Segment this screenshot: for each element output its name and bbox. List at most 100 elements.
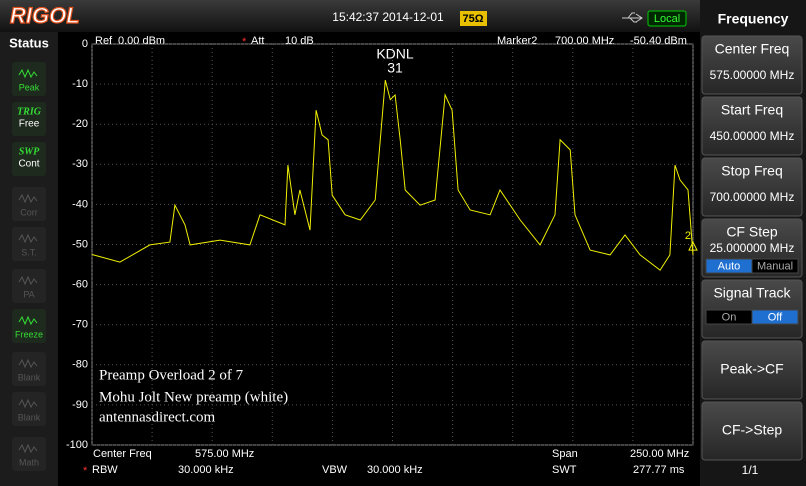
menu-button-label[interactable]: Signal Track [713,285,791,301]
status-item-bg [12,227,46,261]
status-item-bg [12,102,46,136]
menu-button-value[interactable]: 25.000000 MHz [710,241,795,255]
marker-label: Marker2 [497,35,537,47]
status-item-label: SWP [19,146,40,157]
menu-option-label[interactable]: On [722,311,737,323]
status-icon [18,233,38,244]
menu-option[interactable] [751,258,799,274]
y-tick-label: -100 [66,439,88,451]
rbw-flag: * [83,465,88,477]
menu-button-label[interactable]: Peak->CF [720,361,783,377]
menu-option-label[interactable]: Auto [718,260,741,272]
att-value: 10 dB [285,35,314,47]
att-flag: * [242,36,247,48]
status-item-bg [12,352,46,386]
menu-button-value[interactable]: 575.00000 MHz [710,68,795,82]
status-item-bg [12,62,46,96]
overlay-text: Preamp Overload 2 of 7 [99,367,244,383]
y-tick-label: -30 [72,158,88,170]
ref-label: Ref [95,35,113,47]
menu-button[interactable] [701,157,803,217]
menu-button-label[interactable]: Center Freq [715,41,790,57]
menu-button-value[interactable]: 450.00000 MHz [710,129,795,143]
status-icon [18,358,38,369]
status-item-label: S.T. [21,247,37,257]
marker-freq: 700.00 MHz [555,35,614,47]
y-tick-label: -70 [72,319,88,331]
status-item-label: Blank [18,412,41,422]
status-icon [18,443,38,454]
span-value: 250.00 MHz [630,448,689,460]
menu-button-value[interactable]: 700.00000 MHz [710,190,795,204]
overlay-text: antennasdirect.com [99,409,216,425]
status-item-label: Freeze [15,329,43,339]
status-icon [18,68,38,79]
local-badge [647,10,687,27]
marker [688,240,698,251]
center-value: 575.00 MHz [195,448,254,460]
menu-button[interactable] [701,35,803,95]
trace [91,79,694,271]
swt-value: 277.77 ms [633,464,685,476]
status-item-bg [12,269,46,303]
status-icon [18,275,38,286]
status-item-bg [12,142,46,176]
att-label: Att [251,35,264,47]
status-item-label: Corr [20,207,38,217]
logo: RIGOL [10,3,80,28]
impedance: 75Ω [462,13,483,25]
status-item-bg [12,309,46,343]
menu-button-label[interactable]: Start Freq [721,102,783,118]
menu-button[interactable] [701,401,803,461]
y-tick-label: -60 [72,279,88,291]
status-icon [18,398,38,409]
status-item-label: Peak [19,82,40,92]
status-title: Status [9,35,49,50]
rbw-value: 30.000 kHz [178,464,234,476]
marker-level: -50.40 dBm [630,35,687,47]
y-tick-label: -50 [72,238,88,250]
rbw-label: RBW [92,464,118,476]
y-tick-label: 0 [82,38,88,50]
menu-option[interactable] [751,309,799,325]
menu-button[interactable] [701,96,803,156]
status-item-bg [12,437,46,471]
status-item-value: Free [19,119,40,130]
marker-label: 2 [685,230,691,242]
mode: Local [654,13,680,25]
status-item-value: Cont [18,159,39,170]
y-tick-label: -10 [72,78,88,90]
swt-label: SWT [552,464,577,476]
status-icon [18,193,38,204]
menu-title: Frequency [718,11,789,27]
menu-option-label[interactable]: Off [768,311,783,323]
impedance-badge [460,11,487,26]
usb-icon [622,12,643,23]
menu-button-label[interactable]: CF Step [726,224,778,240]
y-tick-label: -90 [72,399,88,411]
annotation: 31 [387,60,403,76]
vbw-label: VBW [322,464,348,476]
datetime: 15:42:37 2014-12-01 [332,10,444,24]
status-item-label: Blank [18,372,41,382]
overlay-text: Mohu Jolt New preamp (white) [99,389,288,405]
status-item-bg [12,392,46,426]
y-tick-label: -40 [72,198,88,210]
status-item-bg [12,187,46,221]
y-tick-label: -20 [72,118,88,130]
center-label: Center Freq [93,448,152,460]
span-label: Span [552,448,578,460]
status-item-label: TRIG [17,106,42,117]
menu-button-label[interactable]: Stop Freq [721,163,782,179]
menu-option-label[interactable]: Manual [757,260,793,272]
annotation: KDNL [376,46,414,62]
vbw-value: 30.000 kHz [367,464,423,476]
ref-value: 0.00 dBm [118,35,165,47]
menu-page: 1/1 [742,463,759,477]
menu-button[interactable] [701,340,803,400]
y-tick-label: -80 [72,359,88,371]
menu-button-label[interactable]: CF->Step [722,422,783,438]
status-item-label: PA [23,289,34,299]
status-item-label: Math [19,457,39,467]
